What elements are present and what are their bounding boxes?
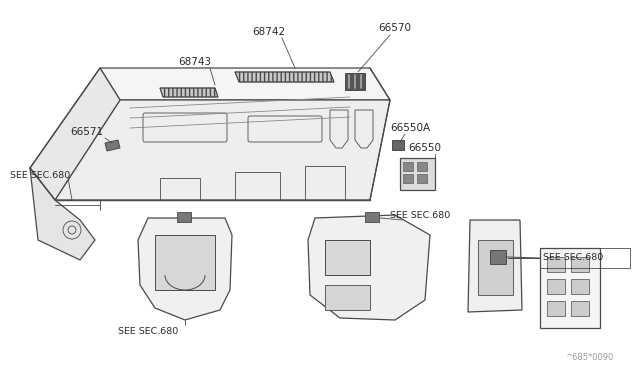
Bar [571, 279, 589, 294]
Polygon shape [30, 168, 95, 260]
Polygon shape [308, 215, 430, 320]
Text: 68742: 68742 [252, 27, 285, 37]
Polygon shape [55, 100, 390, 200]
Polygon shape [30, 68, 120, 200]
Bar [392, 140, 404, 150]
Text: SEE SEC.680: SEE SEC.680 [10, 170, 70, 180]
Polygon shape [105, 140, 120, 151]
Bar [547, 279, 565, 294]
Bar [547, 301, 565, 316]
Text: SEE SEC.680: SEE SEC.680 [543, 253, 604, 263]
Text: 66550A: 66550A [390, 123, 430, 133]
Polygon shape [160, 88, 218, 97]
Text: 66550: 66550 [408, 143, 441, 153]
Bar [571, 301, 589, 316]
Text: SEE SEC.680: SEE SEC.680 [390, 211, 451, 219]
Text: ^685*0090: ^685*0090 [565, 353, 613, 362]
Bar [365, 212, 379, 222]
Polygon shape [345, 73, 365, 90]
Bar [490, 250, 506, 264]
Text: 66570: 66570 [378, 23, 411, 33]
Text: 66571: 66571 [70, 127, 103, 137]
Bar [571, 257, 589, 272]
Bar [547, 257, 565, 272]
Polygon shape [235, 72, 334, 82]
Polygon shape [400, 158, 435, 190]
Bar [403, 162, 413, 171]
Bar [478, 240, 513, 295]
Polygon shape [100, 68, 390, 100]
Bar [325, 285, 370, 310]
Text: SEE SEC.680: SEE SEC.680 [118, 327, 178, 337]
Polygon shape [138, 218, 232, 320]
Bar [540, 248, 600, 328]
Bar [177, 212, 191, 222]
Bar [403, 174, 413, 183]
Text: 68743: 68743 [178, 57, 211, 67]
Bar [325, 240, 370, 275]
Polygon shape [468, 220, 522, 312]
Bar [417, 174, 427, 183]
Bar [155, 235, 215, 290]
Bar [417, 162, 427, 171]
